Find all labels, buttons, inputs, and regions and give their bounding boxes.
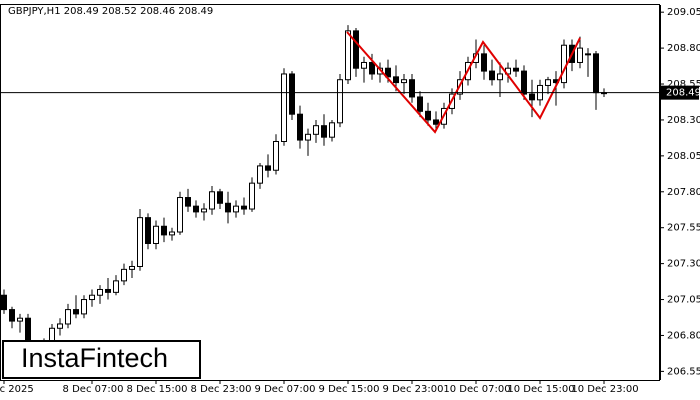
candle-body: [17, 317, 23, 322]
price-label: 208.49: [666, 88, 700, 99]
candle-body: [433, 119, 439, 125]
candle-body: [489, 70, 495, 81]
candle-body: [145, 217, 151, 245]
candle-body: [289, 73, 295, 115]
candle-body: [585, 53, 591, 56]
x-tick-label: 8 Dec 07:00: [63, 384, 124, 395]
candle-body: [417, 96, 423, 112]
y-tick-label: 206.80: [667, 330, 700, 341]
candle-body: [81, 299, 87, 315]
plot-area: [1, 25, 607, 372]
x-tick-label: 5 Dec 2025: [0, 384, 34, 395]
candle-body: [385, 67, 391, 78]
candle-body: [161, 225, 167, 236]
candle-body: [305, 133, 311, 141]
y-tick-label: 207.05: [667, 295, 700, 306]
candle-body: [361, 61, 367, 69]
candle-body: [153, 225, 159, 245]
candle-body: [97, 288, 103, 296]
candle-body: [209, 191, 215, 210]
y-tick-label: 207.80: [667, 187, 700, 198]
candle-body: [337, 79, 343, 124]
candle-body: [529, 93, 535, 101]
candle-body: [281, 73, 287, 142]
y-tick-label: 208.30: [667, 115, 700, 126]
y-tick-label: 208.80: [667, 43, 700, 54]
candle-body: [185, 197, 191, 207]
x-tick-label: 9 Dec 23:00: [383, 384, 444, 395]
candle-body: [425, 110, 431, 121]
candle-body: [89, 294, 95, 301]
candle-body: [561, 44, 567, 84]
x-tick-label: 10 Dec 23:00: [571, 384, 638, 395]
candle-body: [545, 79, 551, 86]
y-tick-label: 208.05: [667, 151, 700, 162]
candle-body: [313, 125, 319, 135]
logo: InstaFintech: [21, 343, 168, 373]
candle-body: [137, 217, 143, 267]
x-tick-label: 9 Dec 07:00: [255, 384, 316, 395]
candle-body: [393, 76, 399, 84]
candle-body: [369, 61, 375, 75]
candle-body: [105, 288, 111, 293]
candle-body: [577, 47, 583, 63]
candle-body: [273, 140, 279, 171]
candle-body: [321, 125, 327, 138]
x-tick-label: 10 Dec 07:00: [443, 384, 510, 395]
candle-body: [129, 265, 135, 270]
logo-box: [2, 340, 201, 379]
pattern-line: [346, 31, 581, 134]
x-tick-label: 8 Dec 15:00: [127, 384, 188, 395]
candle-body: [169, 231, 175, 236]
candle-body: [481, 53, 487, 72]
candle-body: [593, 53, 599, 94]
candle-body: [113, 280, 119, 293]
candle-body: [73, 309, 79, 315]
candle-body: [513, 67, 519, 72]
candle-body: [217, 191, 223, 204]
candle-body: [497, 73, 503, 81]
price-label-box: [661, 85, 699, 100]
candle-body: [65, 309, 71, 325]
candle-body: [241, 205, 247, 210]
candle-body: [345, 30, 351, 81]
candle-body: [57, 323, 63, 329]
candle-body: [233, 205, 239, 213]
candle-body: [297, 113, 303, 141]
candle-body: [249, 182, 255, 210]
plot-frame: [0, 4, 660, 381]
x-tick-label: 9 Dec 15:00: [319, 384, 380, 395]
candle-body: [225, 202, 231, 213]
candle-body: [329, 122, 335, 138]
candle-body: [1, 294, 7, 311]
candle-body: [121, 268, 127, 282]
x-tick-label: 8 Dec 23:00: [191, 384, 252, 395]
candle-body: [201, 208, 207, 213]
y-tick-label: 206.55: [667, 366, 700, 377]
chart-title: GBPJPY,H1 208.49 208.52 208.46 208.49: [8, 6, 213, 17]
x-tick-label: 10 Dec 15:00: [507, 384, 574, 395]
candle-body: [265, 165, 271, 171]
candle-body: [177, 197, 183, 233]
y-tick-label: 207.30: [667, 259, 700, 270]
candle-body: [9, 309, 15, 322]
candle-body: [409, 79, 415, 98]
candle-body: [353, 30, 359, 69]
y-tick-label: 207.55: [667, 223, 700, 234]
candle-body: [257, 165, 263, 184]
candle-body: [401, 79, 407, 84]
candle-body: [521, 70, 527, 95]
candle-body: [193, 205, 199, 213]
y-tick-label: 208.55: [667, 79, 700, 90]
y-tick-label: 209.05: [667, 7, 700, 18]
